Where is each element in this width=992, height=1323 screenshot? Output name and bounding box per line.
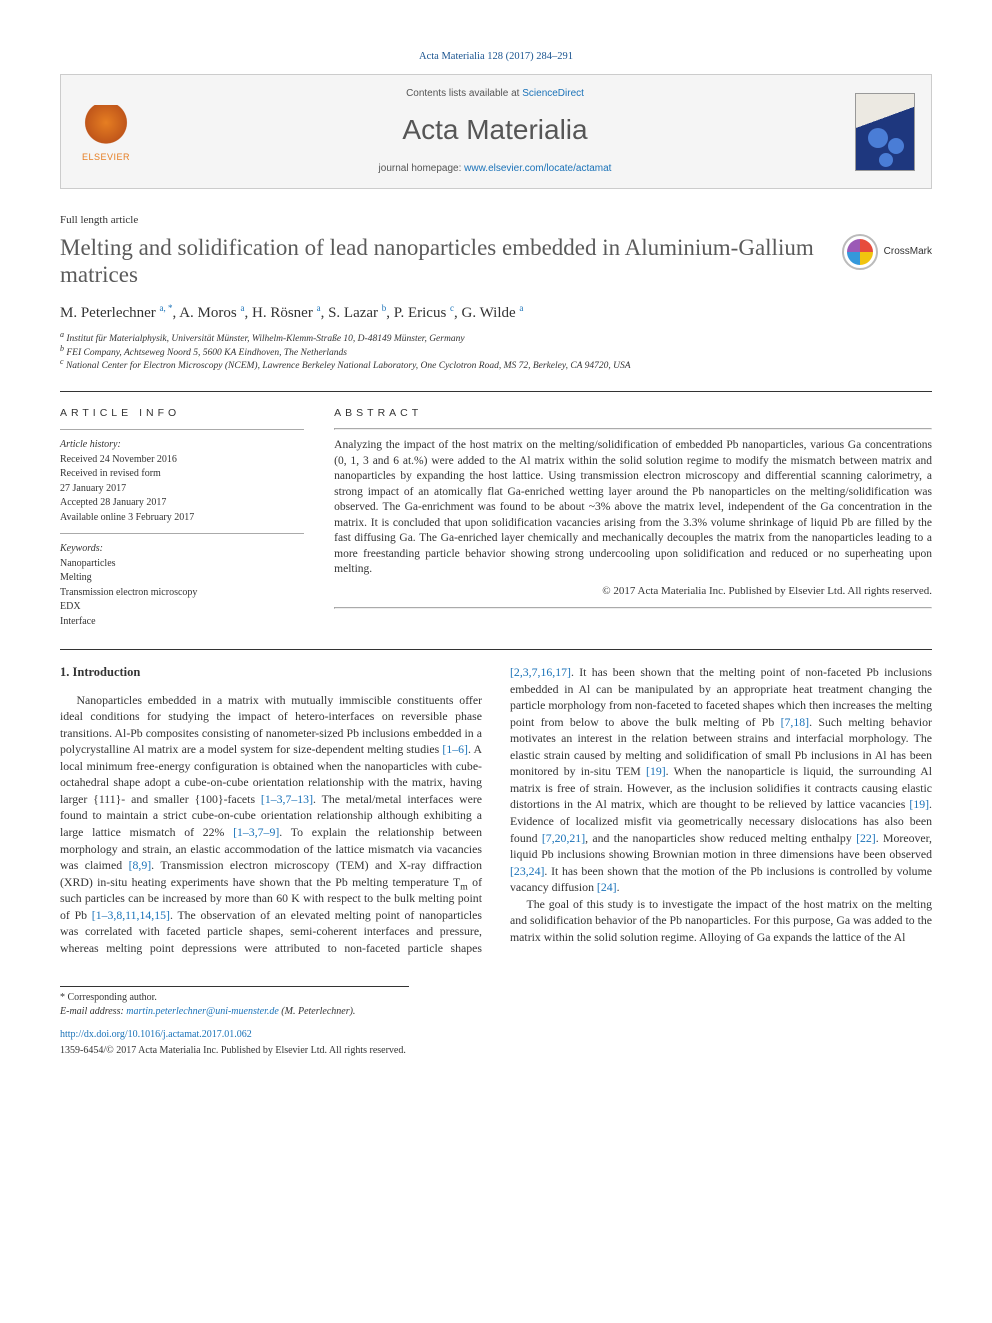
abstract-heading: ABSTRACT (334, 406, 932, 420)
contents-available: Contents lists available at ScienceDirec… (153, 87, 837, 101)
page-footer: * Corresponding author. E-mail address: … (60, 986, 932, 1057)
citation-link[interactable]: [8,9] (129, 858, 152, 872)
history-label: Article history: (60, 438, 304, 453)
history-revised-date: 27 January 2017 (60, 482, 304, 497)
history-revised-label: Received in revised form (60, 467, 304, 482)
paragraph: The goal of this study is to investigate… (510, 896, 932, 946)
citation-link[interactable]: [1–6] (442, 742, 468, 756)
citation-link[interactable]: [22] (856, 831, 876, 845)
keyword: Interface (60, 615, 304, 630)
copyright-line: 1359-6454/© 2017 Acta Materialia Inc. Pu… (60, 1044, 932, 1058)
affiliation-b: FEI Company, Achtseweg Noord 5, 5600 KA … (66, 348, 347, 358)
author-list: M. Peterlechner a, *, A. Moros a, H. Rös… (60, 303, 932, 323)
keyword: Nanoparticles (60, 557, 304, 572)
history-accepted: Accepted 28 January 2017 (60, 496, 304, 511)
section-heading: 1. Introduction (60, 664, 482, 682)
journal-header: ELSEVIER Contents lists available at Sci… (60, 74, 932, 189)
crossmark-icon (842, 234, 878, 270)
affiliation-a: Institut für Materialphysik, Universität… (66, 334, 464, 344)
journal-cover-thumbnail (855, 93, 915, 171)
sciencedirect-link[interactable]: ScienceDirect (522, 88, 584, 99)
citation-link[interactable]: [24] (597, 880, 617, 894)
keyword: Transmission electron microscopy (60, 586, 304, 601)
divider (60, 391, 932, 392)
citation-link[interactable]: [7,18] (781, 715, 810, 729)
citation-link[interactable]: [19] (909, 797, 929, 811)
keywords-label: Keywords: (60, 542, 304, 557)
paper-title: Melting and solidification of lead nanop… (60, 234, 826, 289)
journal-name: Acta Materialia (153, 111, 837, 149)
citation-link[interactable]: [7,20,21] (542, 831, 585, 845)
abstract-text: Analyzing the impact of the host matrix … (334, 438, 932, 578)
citation-link[interactable]: [1–3,7–13] (261, 792, 313, 806)
affiliation-c: National Center for Electron Microscopy … (66, 361, 631, 371)
citation-link[interactable]: [19] (646, 764, 666, 778)
history-received: Received 24 November 2016 (60, 453, 304, 468)
citation-link[interactable]: [1–3,7–9] (233, 825, 279, 839)
divider (60, 649, 932, 650)
keyword: Melting (60, 571, 304, 586)
abstract-copyright: © 2017 Acta Materialia Inc. Published by… (334, 584, 932, 599)
article-info-heading: ARTICLE INFO (60, 406, 304, 421)
history-online: Available online 3 February 2017 (60, 511, 304, 526)
crossmark-badge[interactable]: CrossMark (842, 234, 932, 270)
article-info-column: ARTICLE INFO Article history: Received 2… (60, 406, 304, 629)
affiliations: a Institut für Materialphysik, Universit… (60, 333, 932, 373)
keyword: EDX (60, 600, 304, 615)
article-type: Full length article (60, 213, 932, 228)
homepage-link[interactable]: www.elsevier.com/locate/actamat (464, 163, 611, 174)
citation-line: Acta Materialia 128 (2017) 284–291 (60, 50, 932, 64)
email-line: E-mail address: martin.peterlechner@uni-… (60, 1005, 409, 1019)
abstract-column: ABSTRACT Analyzing the impact of the hos… (334, 406, 932, 629)
doi-link[interactable]: http://dx.doi.org/10.1016/j.actamat.2017… (60, 1028, 932, 1042)
email-link[interactable]: martin.peterlechner@uni-muenster.de (126, 1006, 279, 1017)
body-text: 1. Introduction Nanoparticles embedded i… (60, 664, 932, 956)
corresponding-author: * Corresponding author. (60, 991, 409, 1005)
citation-link[interactable]: [23,24] (510, 864, 544, 878)
elsevier-logo: ELSEVIER (77, 100, 135, 164)
citation-link[interactable]: [2,3,7,16,17] (510, 665, 571, 679)
citation-link[interactable]: [1–3,8,11,14,15] (92, 908, 170, 922)
crossmark-label: CrossMark (884, 245, 932, 259)
journal-homepage: journal homepage: www.elsevier.com/locat… (153, 162, 837, 176)
